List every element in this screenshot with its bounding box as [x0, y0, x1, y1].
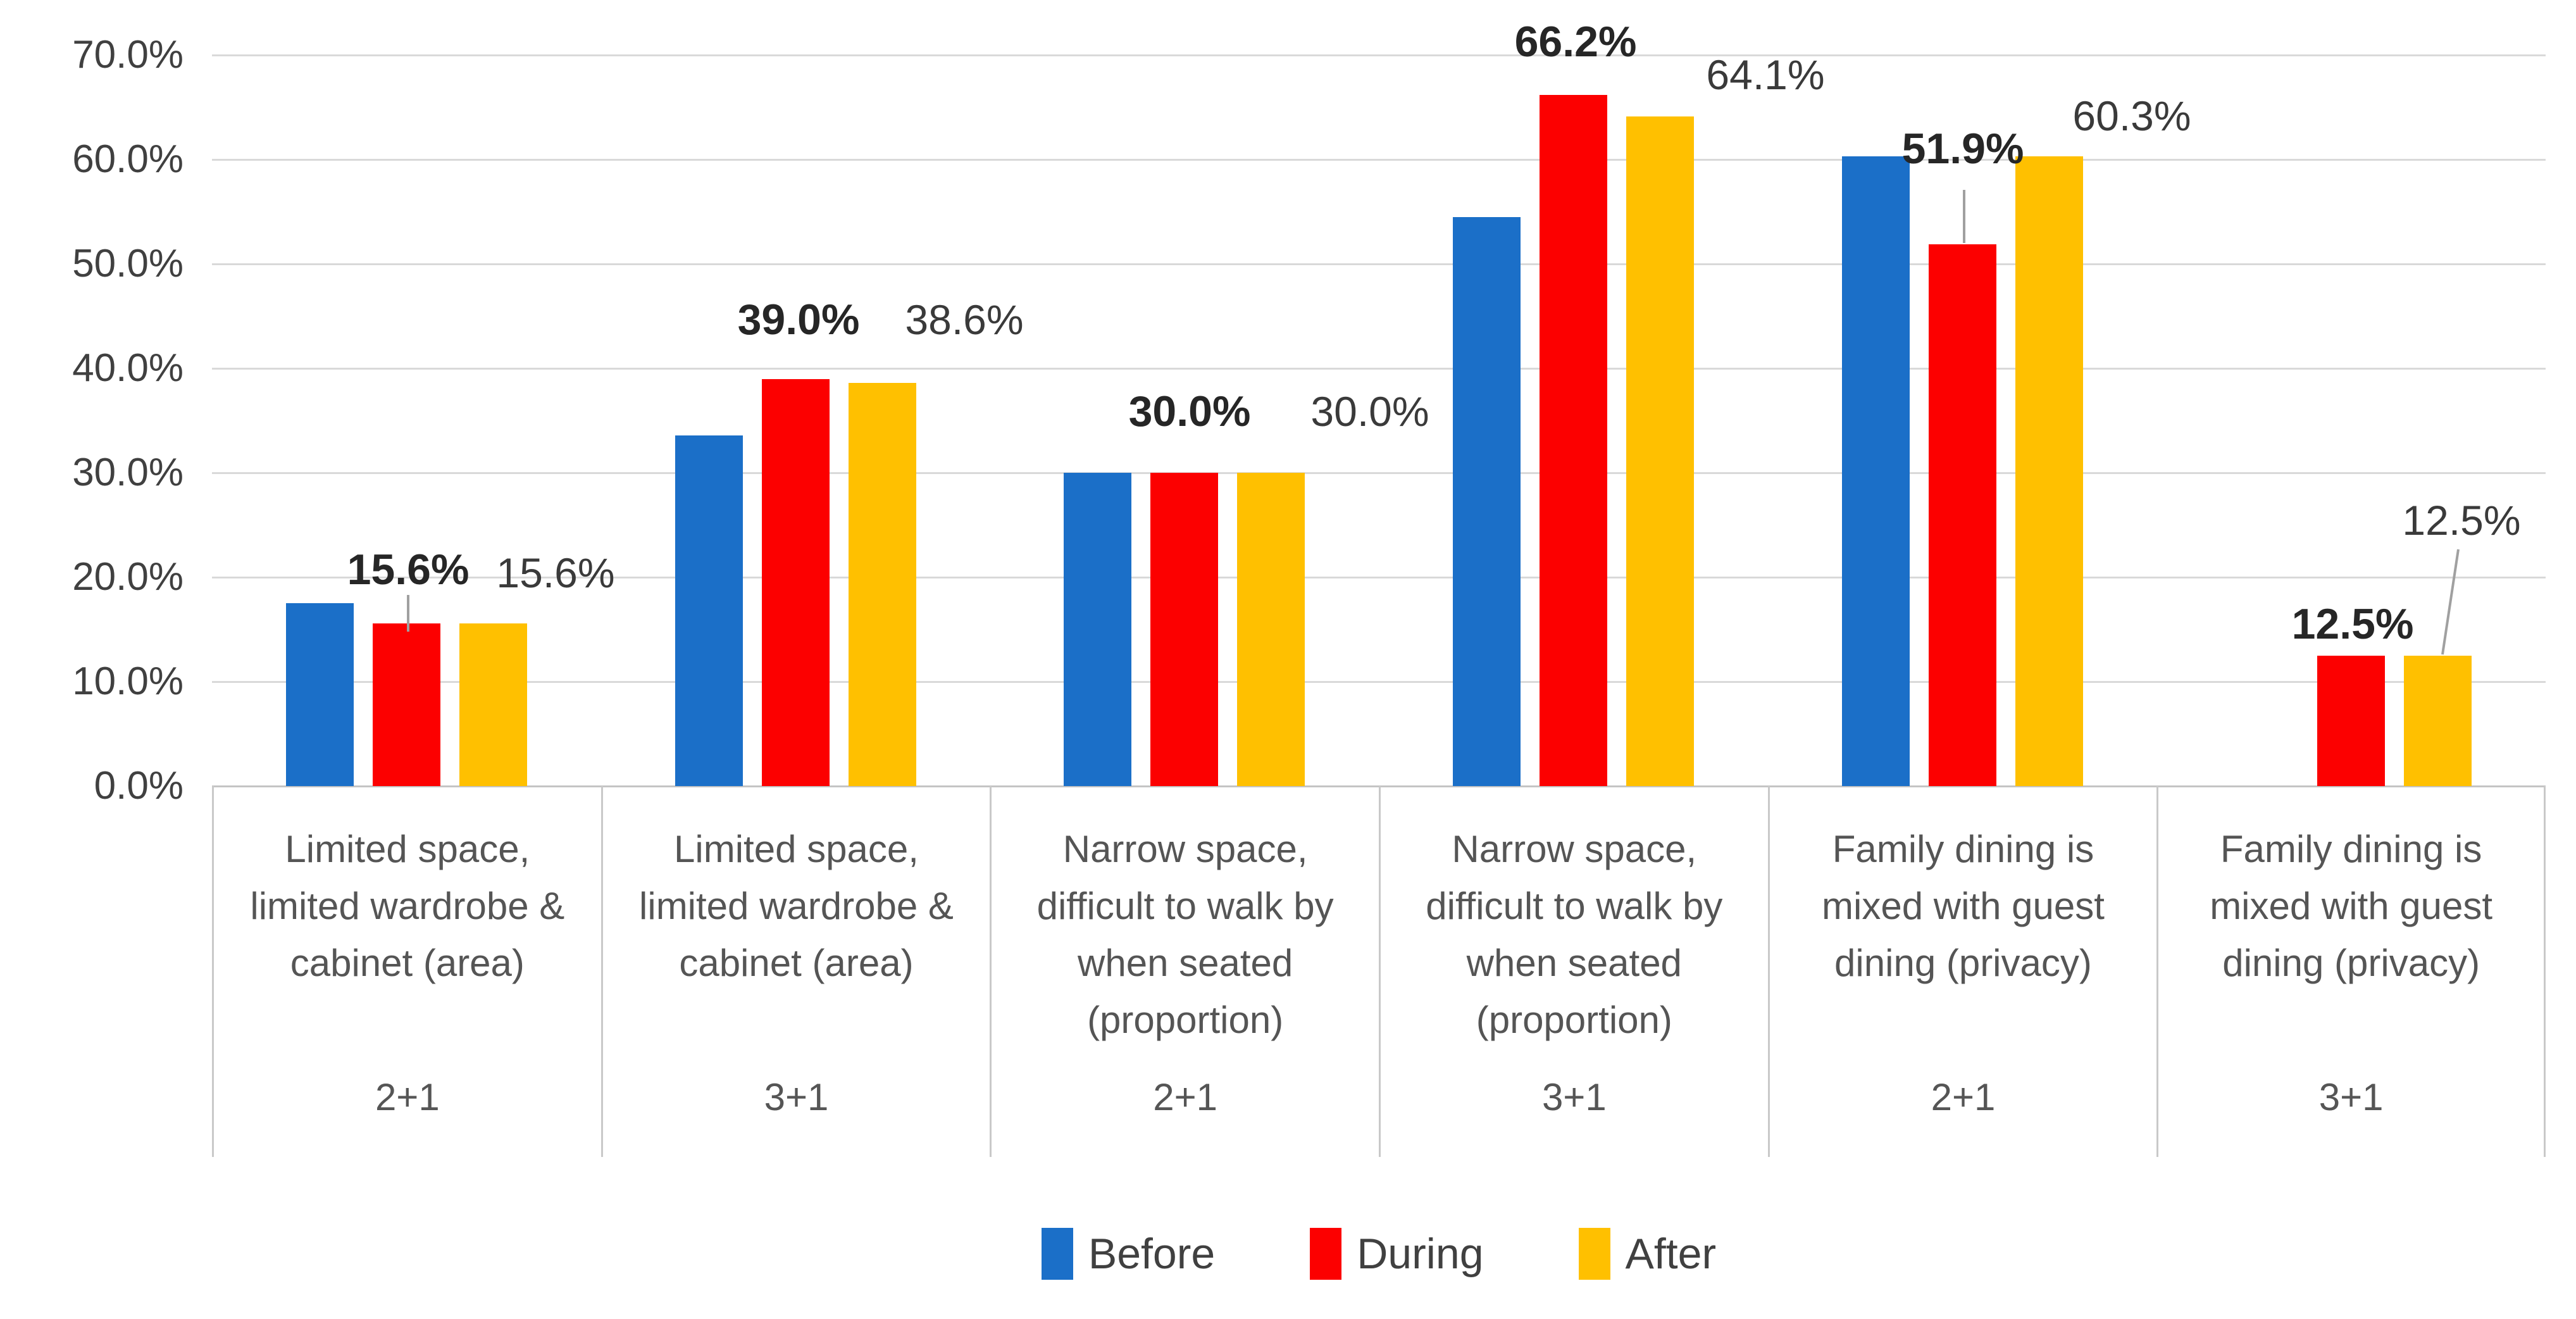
gridline [212, 54, 2546, 56]
data-label: 12.5% [2402, 497, 2521, 544]
bar-before-group1 [285, 603, 354, 786]
bar-before-group5 [1841, 156, 1910, 786]
category-label: Narrow space, difficult to walk by when … [1036, 828, 1334, 1041]
data-label: 60.3% [2072, 92, 2191, 139]
legend-label: Before [1088, 1230, 1216, 1278]
legend-swatch-before [1041, 1228, 1073, 1280]
bar-before-group2 [675, 435, 743, 786]
category-cell: Narrow space, difficult to walk by when … [990, 786, 1379, 1157]
legend-item-before: Before [1041, 1228, 1216, 1280]
category-sublabel: 2+1 [1153, 1076, 1218, 1118]
category-sublabel: 3+1 [1541, 1076, 1607, 1118]
legend: Before During After [212, 1228, 2546, 1280]
category-sublabel: 3+1 [2318, 1076, 2384, 1118]
bar-after-group2 [848, 383, 916, 786]
bar-after-group6 [2404, 655, 2472, 786]
category-cell: Limited space, limited wardrobe & cabine… [212, 786, 601, 1157]
category-label: Limited space, limited wardrobe & cabine… [250, 828, 565, 984]
data-label: 15.6% [496, 549, 615, 596]
category-cell: Narrow space, difficult to walk by when … [1379, 786, 1768, 1157]
legend-label: During [1357, 1230, 1484, 1278]
legend-swatch-after [1578, 1228, 1610, 1280]
data-label: 51.9% [1901, 125, 2024, 173]
category-cell: Family dining is mixed with guest dining… [1767, 786, 2157, 1157]
gridline [212, 263, 2546, 265]
data-label: 64.1% [1706, 51, 1825, 98]
leader-line [2441, 549, 2460, 655]
category-cell: Limited space, limited wardrobe & cabine… [600, 786, 990, 1157]
bar-during-group4 [1539, 94, 1607, 786]
legend-swatch-during [1310, 1228, 1342, 1280]
data-label: 66.2% [1514, 18, 1637, 66]
category-cell: Family dining is mixed with guest dining… [2156, 786, 2546, 1157]
y-axis-tick-label: 70.0% [72, 33, 184, 77]
bar-after-group3 [1237, 473, 1305, 786]
legend-item-during: During [1310, 1228, 1484, 1280]
gridline [212, 577, 2546, 578]
legend-label: After [1625, 1230, 1717, 1278]
gridline [212, 472, 2546, 474]
y-axis-tick-label: 10.0% [72, 660, 184, 703]
data-label: 12.5% [2291, 600, 2414, 648]
category-label: Limited space, limited wardrobe & cabine… [639, 828, 954, 984]
y-axis-tick-label: 50.0% [72, 242, 184, 285]
category-sublabel: 2+1 [375, 1076, 440, 1118]
y-axis-tick-label: 20.0% [72, 555, 184, 599]
data-label: 15.6% [347, 546, 470, 594]
data-label: 30.0% [1310, 388, 1429, 435]
category-label: Family dining is mixed with guest dining… [1822, 828, 2105, 984]
data-label: 39.0% [737, 296, 860, 344]
category-label: Narrow space, difficult to walk by when … [1426, 828, 1723, 1041]
bar-before-group3 [1064, 473, 1132, 786]
bar-after-group5 [2015, 156, 2083, 786]
bar-before-group4 [1452, 216, 1521, 786]
bar-after-group1 [459, 623, 527, 786]
gridline [212, 368, 2546, 370]
category-sublabel: 3+1 [764, 1076, 829, 1118]
bar-during-group5 [1928, 244, 1996, 786]
bar-during-group2 [761, 378, 830, 786]
bar-after-group4 [1626, 116, 1694, 786]
y-axis-tick-label: 0.0% [94, 764, 184, 808]
data-label: 30.0% [1128, 387, 1251, 435]
y-axis-tick-label: 40.0% [72, 346, 184, 390]
data-label: 38.6% [905, 296, 1024, 343]
bar-during-group3 [1150, 473, 1219, 786]
category-label: Family dining is mixed with guest dining… [2210, 828, 2493, 984]
y-axis-tick-label: 30.0% [72, 451, 184, 494]
legend-item-after: After [1578, 1228, 1717, 1280]
gridline [212, 159, 2546, 161]
bar-during-group6 [2317, 655, 2386, 786]
y-axis-tick-label: 60.0% [72, 137, 184, 181]
gridline [212, 681, 2546, 683]
bar-during-group1 [372, 623, 440, 786]
category-sublabel: 2+1 [1931, 1076, 1996, 1118]
